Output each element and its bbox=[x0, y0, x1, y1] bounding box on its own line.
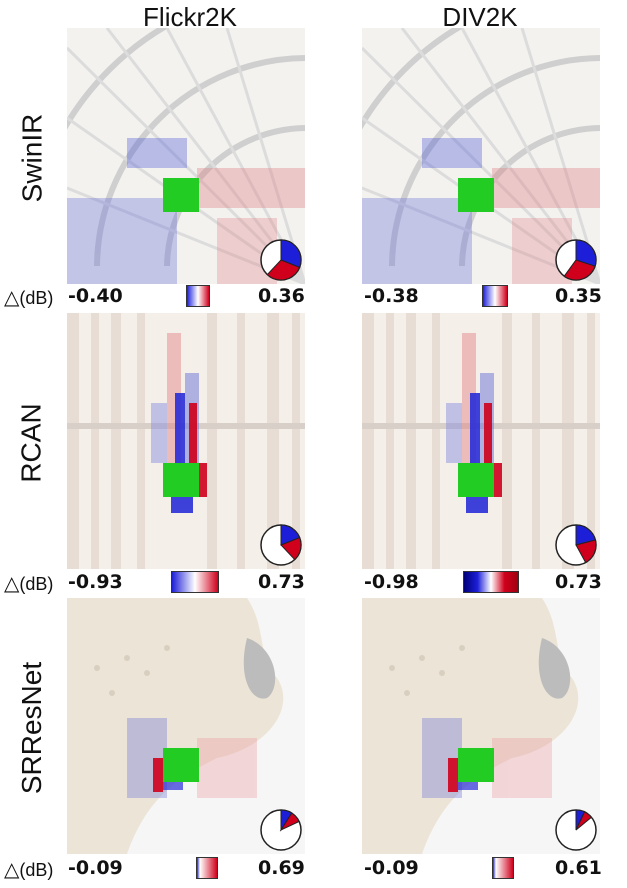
panel-rcan-flickr2k bbox=[67, 313, 305, 569]
min-value: -0.98 bbox=[364, 571, 419, 593]
pie-chart-icon bbox=[260, 239, 302, 281]
min-value: -0.40 bbox=[68, 285, 123, 307]
delta-label: △(dB) bbox=[4, 859, 54, 881]
max-value: 0.61 bbox=[555, 857, 602, 879]
delta-row-rcan: △(dB) -0.93 0.73 -0.98 0.73 bbox=[0, 571, 627, 597]
attribution-map bbox=[67, 598, 305, 854]
max-value: 0.73 bbox=[258, 571, 305, 593]
delta-triangle-icon: △ bbox=[4, 573, 20, 595]
panel-swinir-flickr2k bbox=[67, 28, 305, 284]
delta-triangle-icon: △ bbox=[4, 859, 20, 881]
panel-srresnet-div2k bbox=[362, 598, 600, 854]
center-patch bbox=[163, 463, 199, 497]
center-patch bbox=[163, 748, 199, 782]
delta-row-srresnet: △(dB) -0.09 0.69 -0.09 0.61 bbox=[0, 857, 627, 883]
row-label-rcan: RCAN bbox=[16, 403, 47, 483]
center-patch bbox=[458, 748, 494, 782]
pie-chart-icon bbox=[555, 524, 597, 566]
row-label-swinir: SwinIR bbox=[16, 113, 48, 203]
colorbar bbox=[492, 857, 514, 879]
delta-label: △(dB) bbox=[4, 287, 54, 309]
center-patch bbox=[458, 463, 494, 497]
attribution-map bbox=[362, 598, 600, 854]
min-value: -0.09 bbox=[68, 857, 123, 879]
delta-label: △(dB) bbox=[4, 573, 54, 595]
pie-chart-icon bbox=[555, 239, 597, 281]
center-patch bbox=[458, 178, 494, 212]
center-patch bbox=[163, 178, 199, 212]
colorbar bbox=[196, 857, 218, 879]
pie-slice-negative bbox=[280, 239, 302, 269]
pie-chart-icon bbox=[555, 809, 597, 851]
column-header-div2k: DIV2K bbox=[442, 2, 518, 32]
colorbar bbox=[171, 571, 219, 593]
colorbar bbox=[482, 285, 508, 307]
attribution-map bbox=[67, 313, 305, 569]
row-label-srresnet: SRResNet bbox=[16, 661, 48, 795]
delta-triangle-icon: △ bbox=[4, 287, 20, 309]
min-value: -0.38 bbox=[364, 285, 419, 307]
delta-row-swinir: △(dB) -0.40 0.36 -0.38 0.35 bbox=[0, 285, 627, 311]
pie-slice-negative bbox=[575, 239, 597, 267]
pie-slice-positive bbox=[575, 811, 593, 831]
max-value: 0.69 bbox=[258, 857, 305, 879]
attribution-map bbox=[362, 313, 600, 569]
pie-slice-positive bbox=[266, 259, 301, 281]
colorbar bbox=[463, 571, 519, 593]
colorbar bbox=[186, 285, 210, 307]
max-value: 0.36 bbox=[258, 285, 305, 307]
min-value: -0.09 bbox=[364, 857, 419, 879]
pie-slice-positive bbox=[280, 536, 302, 561]
panel-rcan-div2k bbox=[362, 313, 600, 569]
pie-slice-positive bbox=[575, 539, 597, 564]
panel-swinir-div2k bbox=[362, 28, 600, 284]
column-header-flickr2k: Flickr2K bbox=[143, 2, 237, 32]
max-value: 0.73 bbox=[555, 571, 602, 593]
max-value: 0.35 bbox=[555, 285, 602, 307]
pie-chart-icon bbox=[260, 809, 302, 851]
pie-slice-positive bbox=[279, 812, 300, 832]
pie-slice-positive bbox=[563, 259, 596, 281]
panel-srresnet-flickr2k bbox=[67, 598, 305, 854]
min-value: -0.93 bbox=[68, 571, 123, 593]
pie-chart-icon bbox=[260, 524, 302, 566]
